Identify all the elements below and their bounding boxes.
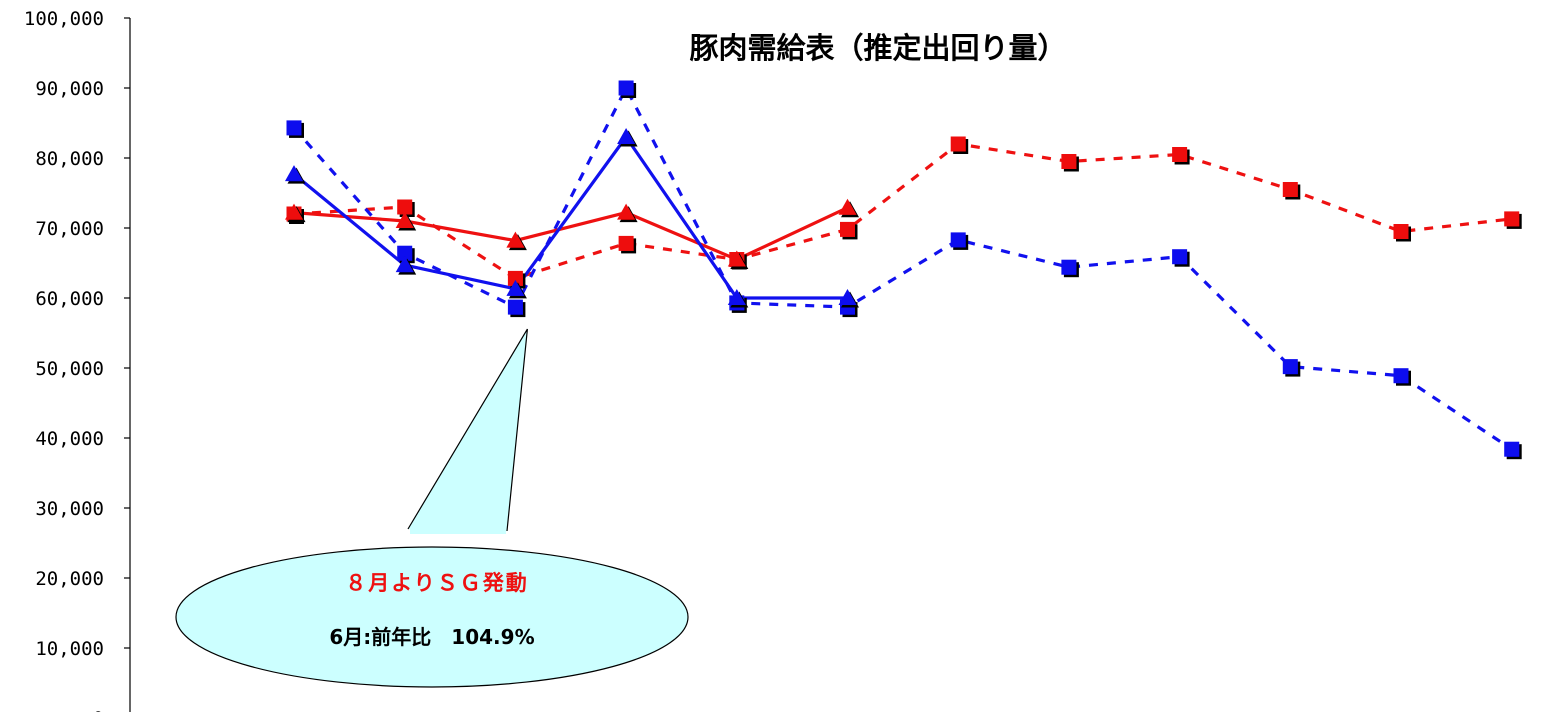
y-tick-label: 20,000 — [35, 568, 104, 590]
y-tick-label: 60,000 — [35, 288, 104, 310]
y-tick-label: 30,000 — [35, 498, 104, 520]
data-point — [950, 136, 966, 152]
y-tick-label: 50,000 — [35, 358, 104, 380]
data-point — [1504, 441, 1520, 457]
data-point — [286, 120, 302, 136]
series-line — [292, 86, 1513, 451]
series-markers-2 — [285, 198, 857, 267]
data-point — [506, 279, 525, 296]
data-point — [285, 165, 303, 182]
data-point — [617, 128, 636, 144]
data-point — [1172, 249, 1188, 265]
data-point — [950, 232, 966, 248]
series-markers-0 — [286, 136, 1520, 286]
y-axis: 0 10,000 20,000 30,000 40,000 50,000 60,000 70,… — [24, 8, 131, 712]
y-tick-label: 10,000 — [35, 638, 104, 660]
data-point — [1061, 259, 1077, 275]
series-2 — [293, 206, 849, 262]
data-point — [395, 212, 414, 228]
series-line — [293, 206, 849, 262]
data-point — [1504, 211, 1520, 227]
data-point — [727, 250, 746, 267]
y-tick-label: 100,000 — [24, 8, 104, 30]
data-point — [618, 235, 634, 251]
data-point — [507, 270, 523, 286]
y-tick-label: 90,000 — [35, 78, 104, 100]
series-3 — [292, 135, 848, 300]
callout-pointer — [407, 328, 528, 532]
chart-title: 豚肉需給表（推定出回り量） — [689, 31, 1066, 65]
series-line — [292, 135, 848, 300]
data-point — [1282, 182, 1298, 197]
data-point — [618, 80, 634, 96]
callout-line1: ８月よりＳＧ発動 — [345, 571, 529, 595]
data-point — [395, 256, 414, 273]
series-layer — [285, 80, 1520, 457]
callout: ８月よりＳＧ発動 6月:前年比 104.9% — [175, 328, 689, 688]
data-point — [617, 203, 636, 220]
data-point — [397, 245, 413, 261]
callout-pointer-join — [410, 526, 506, 534]
data-point — [285, 203, 303, 220]
data-point — [838, 289, 857, 305]
data-point — [1282, 359, 1298, 375]
y-tick-label: 80,000 — [35, 148, 104, 170]
data-point — [1393, 368, 1409, 384]
data-point — [1061, 154, 1077, 169]
series-0 — [293, 142, 1512, 280]
y-tick-label: 40,000 — [35, 428, 104, 450]
data-point — [838, 198, 857, 215]
data-point — [506, 231, 525, 248]
series-markers-1 — [286, 80, 1520, 457]
data-point — [397, 199, 413, 215]
data-point — [507, 299, 523, 315]
series-1 — [292, 86, 1513, 451]
data-point — [840, 221, 855, 237]
series-markers-3 — [285, 128, 857, 305]
data-point — [727, 289, 746, 305]
series-line — [293, 142, 1512, 280]
y-tick-label: 0 — [93, 708, 104, 712]
y-tick-label: 70,000 — [35, 218, 104, 240]
callout-line2: 6月:前年比 104.9% — [329, 625, 534, 649]
data-point — [1393, 224, 1409, 239]
callout-bubble — [175, 546, 689, 688]
data-point — [1172, 147, 1188, 162]
